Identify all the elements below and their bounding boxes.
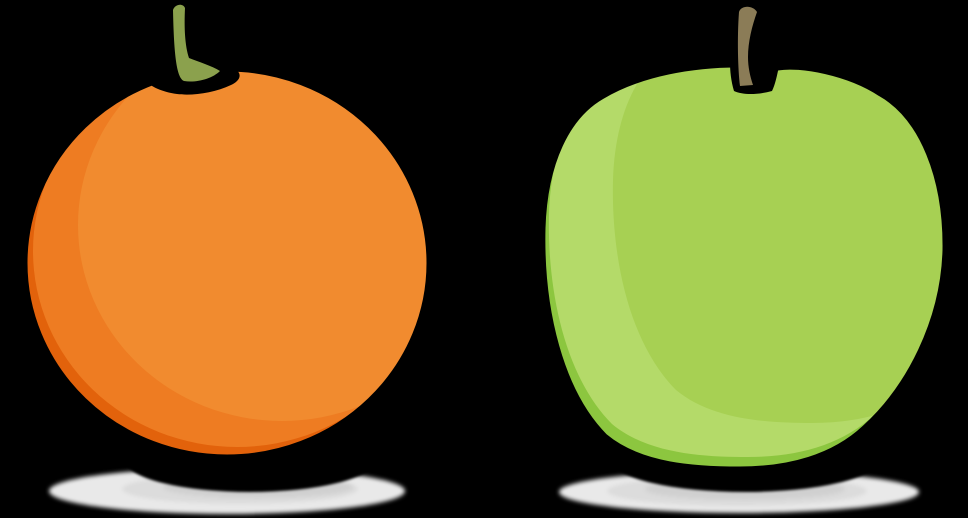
apple-stem-icon bbox=[737, 6, 757, 86]
apple-stem-notch bbox=[730, 58, 779, 94]
orange-stem-icon bbox=[173, 4, 220, 82]
apple-fruit bbox=[541, 6, 968, 513]
